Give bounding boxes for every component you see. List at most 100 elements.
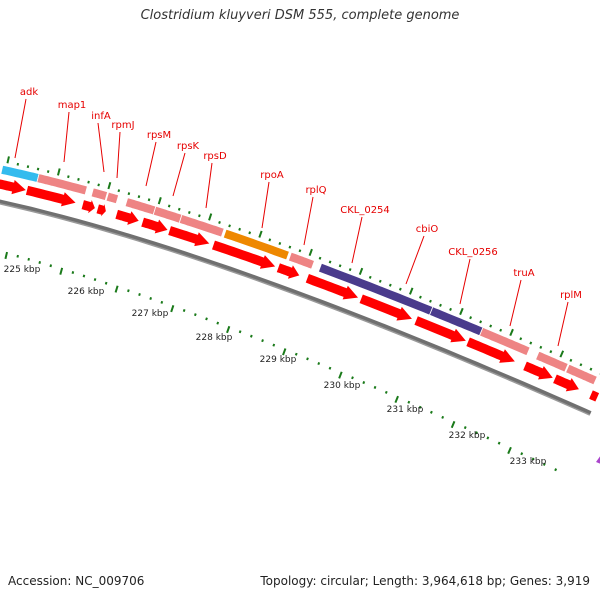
outer-minor-tick xyxy=(589,367,593,371)
gene-feature xyxy=(36,173,88,196)
scale-minor-tick xyxy=(138,293,141,297)
scale-major-tick xyxy=(59,267,64,275)
gene-label: cbiO xyxy=(416,224,439,235)
outer-minor-tick xyxy=(36,167,40,171)
outer-minor-tick xyxy=(16,162,20,166)
outer-major-tick xyxy=(6,156,10,164)
gene-label: truA xyxy=(513,268,534,279)
label-leader-line xyxy=(205,162,213,209)
scale-minor-tick xyxy=(429,410,433,414)
scale-minor-tick xyxy=(475,431,478,435)
outer-minor-tick xyxy=(147,198,151,202)
outer-major-tick xyxy=(358,267,364,275)
outer-minor-tick xyxy=(117,189,121,193)
gene-label: CKL_0256 xyxy=(448,247,498,258)
cds-arrow xyxy=(114,208,140,227)
scale-minor-tick xyxy=(261,339,264,343)
accession-text: Accession: NC_009706 xyxy=(8,574,145,588)
scale-minor-tick xyxy=(182,309,186,313)
outer-minor-tick xyxy=(268,238,272,242)
scale-minor-tick xyxy=(71,271,75,274)
track-end-marker xyxy=(596,456,600,464)
scale-minor-tick xyxy=(193,313,197,317)
label-leader-line xyxy=(351,216,363,264)
label-leader-line xyxy=(97,122,105,173)
outer-major-tick xyxy=(56,168,61,176)
label-leader-line xyxy=(116,131,121,179)
cds-arrow xyxy=(210,239,277,270)
label-leader-line xyxy=(459,258,471,305)
gene-feature xyxy=(124,197,157,216)
label-leader-line xyxy=(405,235,425,285)
scale-minor-tick xyxy=(216,321,220,325)
cds-arrow xyxy=(24,184,78,208)
label-leader-line xyxy=(172,152,186,197)
outer-minor-tick xyxy=(449,307,452,311)
outer-minor-tick xyxy=(127,192,131,196)
map-title: Clostridium kluyveri DSM 555, complete g… xyxy=(140,8,460,23)
outer-minor-tick xyxy=(429,299,432,303)
scale-minor-tick xyxy=(317,362,321,366)
label-leader-line xyxy=(303,196,314,246)
scale-minor-tick xyxy=(441,415,445,419)
kbp-label: 227 kbp xyxy=(132,309,169,319)
cds-arrow xyxy=(95,202,107,219)
outer-major-tick xyxy=(308,248,313,257)
label-leader-line xyxy=(145,141,157,187)
scale-major-tick xyxy=(226,325,231,334)
gene-feature xyxy=(287,251,316,270)
outer-major-tick xyxy=(559,350,565,358)
cds-arrow xyxy=(275,262,301,281)
scale-major-tick xyxy=(114,285,119,293)
scale-major-tick xyxy=(507,446,512,455)
gene-label: rpmJ xyxy=(111,120,134,131)
scale-minor-tick xyxy=(294,352,298,356)
gene-feature xyxy=(0,164,40,183)
gene-label: rpoA xyxy=(260,170,284,181)
kbp-label: 225 kbp xyxy=(4,265,41,275)
scale-minor-tick xyxy=(497,441,501,445)
scale-minor-tick xyxy=(16,254,19,258)
outer-minor-tick xyxy=(388,283,392,287)
scale-minor-tick xyxy=(249,334,253,338)
gene-label: infA xyxy=(91,111,111,122)
cds-arrow xyxy=(140,216,169,235)
cds-arrow xyxy=(465,336,517,364)
outer-minor-tick xyxy=(368,275,372,279)
scale-major-tick xyxy=(394,395,399,403)
outer-minor-tick xyxy=(348,268,352,272)
outer-minor-tick xyxy=(46,170,50,174)
kbp-label: 229 kbp xyxy=(260,355,297,365)
outer-minor-tick xyxy=(97,183,100,187)
scale-minor-tick xyxy=(407,400,411,404)
scale-minor-tick xyxy=(82,274,86,278)
genome-summary-text: Topology: circular; Length: 3,964,618 bp… xyxy=(260,574,590,588)
scale-minor-tick xyxy=(362,381,366,385)
scale-minor-tick xyxy=(418,405,422,409)
outer-minor-tick xyxy=(198,214,201,218)
scale-major-tick xyxy=(450,420,456,429)
gene-feature xyxy=(105,191,120,205)
label-leader-line xyxy=(509,279,522,327)
scale-minor-tick xyxy=(205,317,208,321)
outer-minor-tick xyxy=(378,279,382,283)
gene-label: CKL_0254 xyxy=(340,205,390,216)
cds-arrow xyxy=(80,197,96,216)
scale-major-tick xyxy=(282,348,287,356)
outer-minor-tick xyxy=(187,210,191,214)
scale-minor-tick xyxy=(149,296,153,300)
gene-feature xyxy=(478,326,531,357)
scale-minor-tick xyxy=(384,390,388,394)
scale-minor-tick xyxy=(93,278,97,282)
cds-arrow xyxy=(588,389,600,405)
cds-arrow xyxy=(522,360,555,381)
scale-major-tick xyxy=(170,304,175,313)
scale-major-tick xyxy=(338,371,343,379)
label-leader-line xyxy=(557,301,569,347)
label-leader-line xyxy=(261,181,270,229)
cds-arrow xyxy=(413,315,468,344)
outer-minor-tick xyxy=(278,241,282,246)
outer-minor-tick xyxy=(439,303,442,307)
gene-label: rpsK xyxy=(177,141,200,152)
outer-major-tick xyxy=(459,307,464,316)
